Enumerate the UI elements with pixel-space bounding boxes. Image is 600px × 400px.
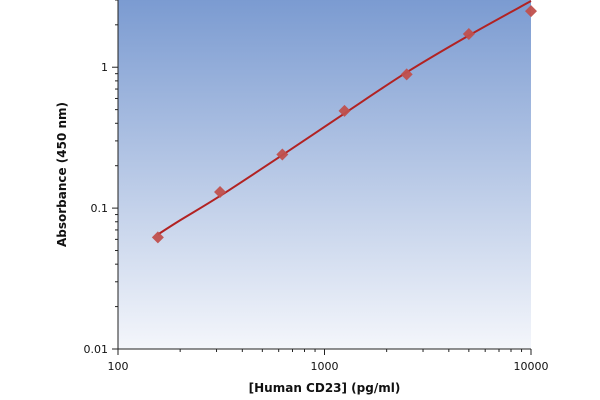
- data-point: [214, 186, 227, 199]
- y-tick-label: 1: [101, 61, 108, 74]
- plot-area: [118, 0, 531, 349]
- axes: [117, 0, 531, 350]
- data-point: [276, 148, 289, 161]
- x-tick-label: 10000: [514, 360, 549, 373]
- fit-curve: [157, 0, 532, 236]
- x-tick-label: 1000: [311, 360, 339, 373]
- series-layer: [151, 0, 537, 244]
- data-point: [462, 28, 475, 41]
- y-tick-label: 0.1: [91, 202, 109, 215]
- data-point: [151, 231, 164, 244]
- y-tick-label: 0.01: [84, 343, 109, 356]
- data-point: [338, 104, 351, 117]
- data-point: [525, 5, 537, 18]
- x-tick-label: 100: [108, 360, 129, 373]
- axis-ticks: 0.01 0.1 1 100 1000 10000: [84, 0, 549, 373]
- y-axis-title: Absorbance (450 nm): [55, 102, 69, 247]
- data-point: [400, 68, 413, 81]
- x-axis-title: [Human CD23] (pg/ml): [249, 381, 401, 395]
